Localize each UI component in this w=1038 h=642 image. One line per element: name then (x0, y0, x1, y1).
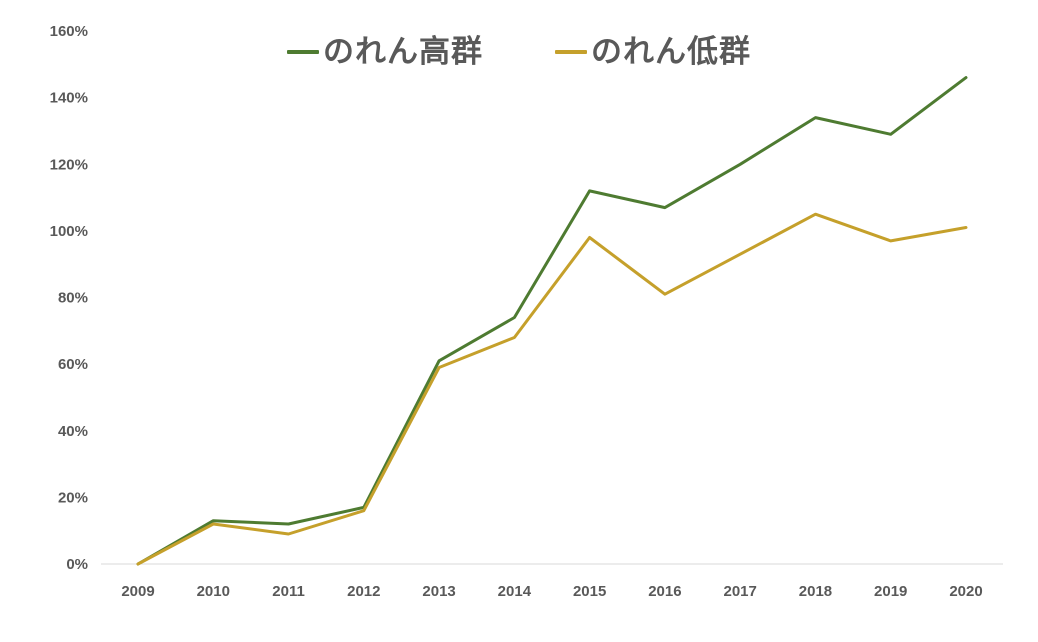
svg-text:120%: 120% (50, 156, 88, 173)
svg-text:2018: 2018 (799, 583, 832, 600)
svg-text:2014: 2014 (498, 583, 532, 600)
svg-text:2016: 2016 (648, 583, 681, 600)
svg-text:100%: 100% (50, 223, 88, 240)
svg-text:2017: 2017 (723, 583, 756, 600)
svg-text:60%: 60% (58, 356, 88, 373)
svg-text:2010: 2010 (197, 583, 230, 600)
svg-text:2020: 2020 (949, 583, 982, 600)
svg-text:40%: 40% (58, 423, 88, 440)
svg-text:2011: 2011 (272, 583, 305, 600)
svg-text:140%: 140% (50, 90, 88, 107)
svg-text:2015: 2015 (573, 583, 606, 600)
svg-text:160%: 160% (50, 23, 88, 40)
svg-text:2013: 2013 (422, 583, 455, 600)
svg-text:20%: 20% (58, 489, 88, 506)
svg-text:80%: 80% (58, 290, 88, 307)
svg-text:0%: 0% (66, 556, 88, 573)
svg-text:2012: 2012 (347, 583, 380, 600)
svg-text:2019: 2019 (874, 583, 907, 600)
svg-text:2009: 2009 (121, 583, 154, 600)
